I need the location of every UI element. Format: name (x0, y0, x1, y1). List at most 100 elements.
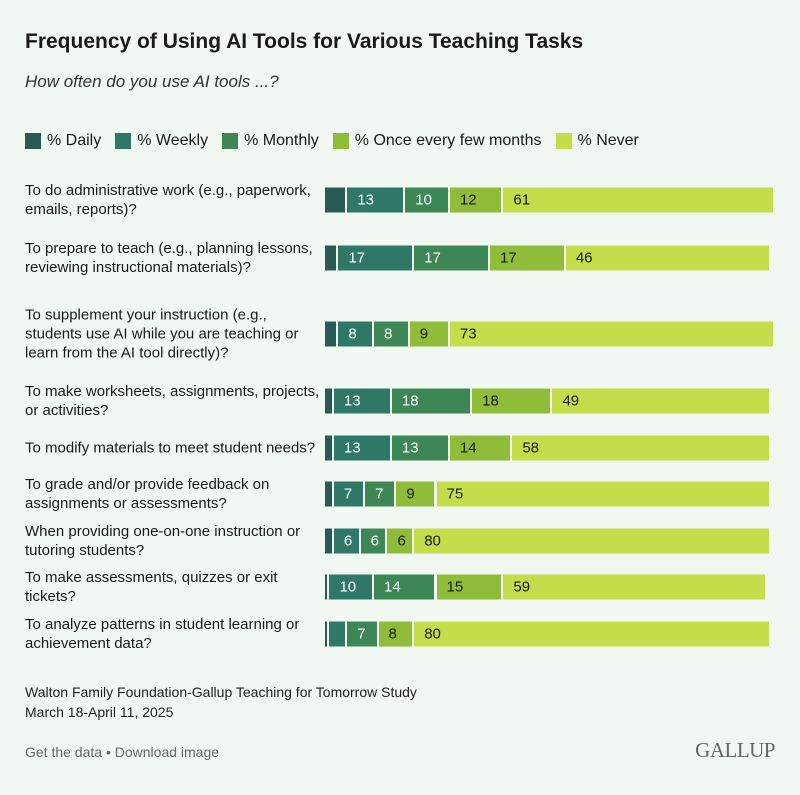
bar-segment-never: 46 (565, 245, 771, 271)
bar-segment-weekly: 7 (333, 481, 366, 507)
data-label: 58 (522, 439, 539, 457)
bar-segment-monthly: 8 (374, 321, 410, 347)
bar-segment-monthly: 13 (391, 435, 450, 461)
bar-segment-once-every-few-months: 9 (396, 481, 437, 507)
data-label: 13 (343, 439, 361, 457)
data-label: 15 (446, 578, 464, 596)
bar-segment-once-every-few-months: 6 (387, 528, 415, 554)
bar-segment-once-every-few-months: 12 (449, 187, 504, 213)
stacked-bar: 17 17 17 46 (325, 245, 785, 271)
bar-segment-never: 73 (449, 321, 776, 347)
category-label: To do administrative work (e.g., paperwo… (25, 182, 311, 218)
data-label: 80 (424, 625, 441, 643)
data-label: 9 (406, 485, 415, 503)
bar-row: When providing one-on-one instruction or… (25, 516, 785, 566)
bar-row: To make assessments, quizzes or exit tic… (25, 562, 785, 612)
legend-swatch (115, 133, 132, 149)
legend-item: % Monthly (222, 132, 319, 150)
data-label: 6 (343, 532, 353, 550)
data-label: 9 (419, 325, 429, 343)
data-label: 49 (562, 392, 580, 410)
data-label: 13 (357, 191, 374, 209)
bar-segment-weekly: 17 (338, 245, 415, 271)
data-label: 73 (459, 325, 477, 343)
category-label: To make worksheets, assignments, project… (25, 383, 320, 419)
bar-segment-daily (325, 481, 334, 507)
data-label: 13 (401, 439, 419, 457)
bar-row: To supplement your instruction (e.g., st… (25, 307, 785, 362)
data-label: 10 (339, 578, 357, 596)
bar-segment-monthly: 6 (360, 528, 388, 554)
data-label: 8 (384, 325, 393, 343)
legend-swatch (555, 133, 572, 149)
stacked-bar: 13 13 14 58 (325, 435, 785, 461)
category-label: When providing one-on-one instruction or… (25, 523, 301, 559)
legend-swatch (25, 133, 41, 149)
data-label: 18 (482, 392, 499, 410)
legend-label: % Weekly (137, 132, 209, 149)
bar-segment-weekly: 8 (338, 321, 375, 347)
data-label: 6 (397, 532, 406, 550)
data-label: 8 (388, 625, 397, 643)
bar-row: To analyze patterns in student learning … (25, 609, 785, 659)
bar-segment-monthly: 18 (391, 388, 473, 414)
bar-row: To make worksheets, assignments, project… (25, 376, 785, 426)
chart-title: Frequency of Using AI Tools for Various … (25, 30, 584, 53)
get-data-link[interactable]: Get the data (25, 744, 103, 760)
data-label: 59 (513, 578, 531, 596)
bar-segment-daily (325, 621, 330, 647)
data-label: 75 (446, 485, 464, 503)
bar-row: To modify materials to meet student need… (25, 423, 785, 473)
bar-segment-weekly (329, 621, 348, 647)
category-label: To prepare to teach (e.g., planning less… (25, 240, 313, 276)
stacked-bar: 13 18 18 49 (325, 388, 785, 414)
data-label: 61 (513, 191, 531, 209)
bar-segment-weekly: 13 (333, 435, 392, 461)
bar-segment-weekly: 6 (333, 528, 361, 554)
bar-segment-never: 75 (436, 481, 771, 507)
source-dates: March 18-April 11, 2025 (25, 704, 174, 720)
bar-segment-monthly: 10 (405, 187, 450, 213)
data-label: 18 (401, 392, 419, 410)
data-label: 12 (459, 191, 477, 209)
gallup-logo: GALLUP (695, 738, 775, 762)
data-label: 7 (375, 485, 384, 503)
data-label: 17 (348, 249, 366, 267)
bar-segment-once-every-few-months: 8 (378, 621, 415, 647)
bar-segment-monthly: 7 (365, 481, 397, 507)
bar-segment-daily (325, 528, 334, 554)
legend-label: % Daily (47, 132, 102, 149)
data-label: 46 (575, 249, 593, 267)
data-label: 6 (370, 532, 380, 550)
bar-segment-daily (325, 388, 334, 414)
bar-segment-monthly: 7 (347, 621, 379, 647)
chart-subtitle: How often do you use AI tools ...? (25, 72, 279, 91)
category-label: To modify materials to meet student need… (25, 439, 316, 457)
category-label: To supplement your instruction (e.g., st… (25, 306, 299, 362)
download-image-link[interactable]: Download image (114, 744, 220, 760)
data-label: 7 (343, 485, 353, 503)
legend-label: % Once every few months (354, 132, 542, 149)
stacked-bar: 7 7 9 75 (325, 481, 785, 507)
bar-row: To do administrative work (e.g., paperwo… (25, 175, 785, 225)
bar-segment-never: 80 (414, 528, 771, 554)
data-label: 13 (343, 392, 361, 410)
legend-swatch (222, 133, 239, 149)
data-label: 14 (384, 578, 401, 596)
bar-segment-daily (325, 245, 339, 271)
stacked-bar: 6 6 6 80 (325, 528, 785, 554)
data-label: 14 (459, 439, 477, 457)
bar-segment-monthly: 14 (374, 574, 437, 600)
stacked-bar: 8 8 9 73 (325, 321, 785, 347)
legend-swatch (332, 133, 349, 149)
stacked-bar: 13 10 12 61 (325, 187, 785, 213)
bar-segment-once-every-few-months: 9 (409, 321, 450, 347)
data-label: 10 (415, 191, 432, 209)
bar-segment-never: 61 (503, 187, 776, 213)
category-label: To make assessments, quizzes or exit tic… (25, 569, 278, 605)
data-label: 80 (424, 532, 441, 550)
category-label: To analyze patterns in student learning … (25, 616, 300, 652)
legend-item: % Once every few months (332, 132, 542, 150)
bar-segment-once-every-few-months: 18 (472, 388, 553, 414)
